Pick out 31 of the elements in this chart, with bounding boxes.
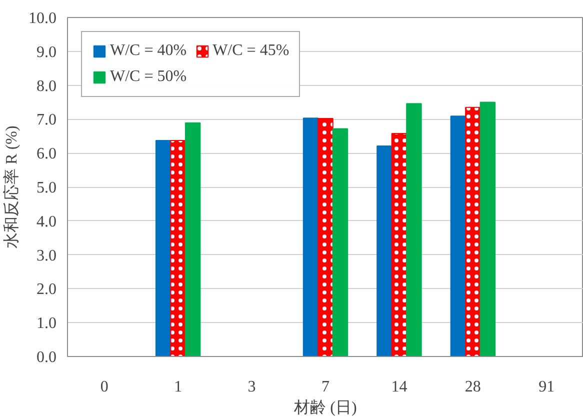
y-tick-label: 3.0 bbox=[36, 247, 56, 264]
bar bbox=[155, 140, 172, 356]
legend-label: W/C = 45% bbox=[212, 42, 290, 60]
y-tick-label: 0.0 bbox=[36, 349, 56, 366]
bar bbox=[406, 103, 422, 356]
bar bbox=[376, 145, 392, 356]
x-tick-label: 14 bbox=[391, 378, 408, 396]
bar bbox=[480, 102, 496, 356]
y-tick-label: 4.0 bbox=[36, 213, 56, 230]
bar bbox=[450, 116, 466, 356]
y-tick-label: 7.0 bbox=[36, 112, 56, 129]
x-axis-title: 材齢 (日) bbox=[293, 398, 357, 416]
y-tick-label: 2.0 bbox=[36, 281, 56, 298]
bar bbox=[302, 118, 319, 356]
y-tick-label: 6.0 bbox=[36, 146, 56, 163]
y-tick-label: 1.0 bbox=[36, 315, 56, 332]
y-tick-label: 5.0 bbox=[36, 180, 56, 196]
x-tick-label: 0 bbox=[100, 378, 108, 396]
x-tick-label: 1 bbox=[174, 378, 182, 396]
bar bbox=[184, 122, 201, 356]
y-tick-label: 10.0 bbox=[28, 10, 56, 27]
x-tick-label: 7 bbox=[322, 378, 330, 396]
y-tick-label: 9.0 bbox=[36, 44, 56, 61]
y-axis-title: 水和反応率 R (%) bbox=[2, 126, 20, 248]
x-tick-label: 28 bbox=[464, 378, 481, 396]
bar bbox=[332, 128, 348, 356]
legend-label: W/C = 50% bbox=[110, 68, 187, 86]
x-tick-label: 91 bbox=[538, 378, 555, 396]
legend-label: W/C = 40% bbox=[110, 42, 187, 60]
x-tick-label: 3 bbox=[248, 378, 256, 396]
y-tick-label: 8.0 bbox=[36, 78, 56, 95]
